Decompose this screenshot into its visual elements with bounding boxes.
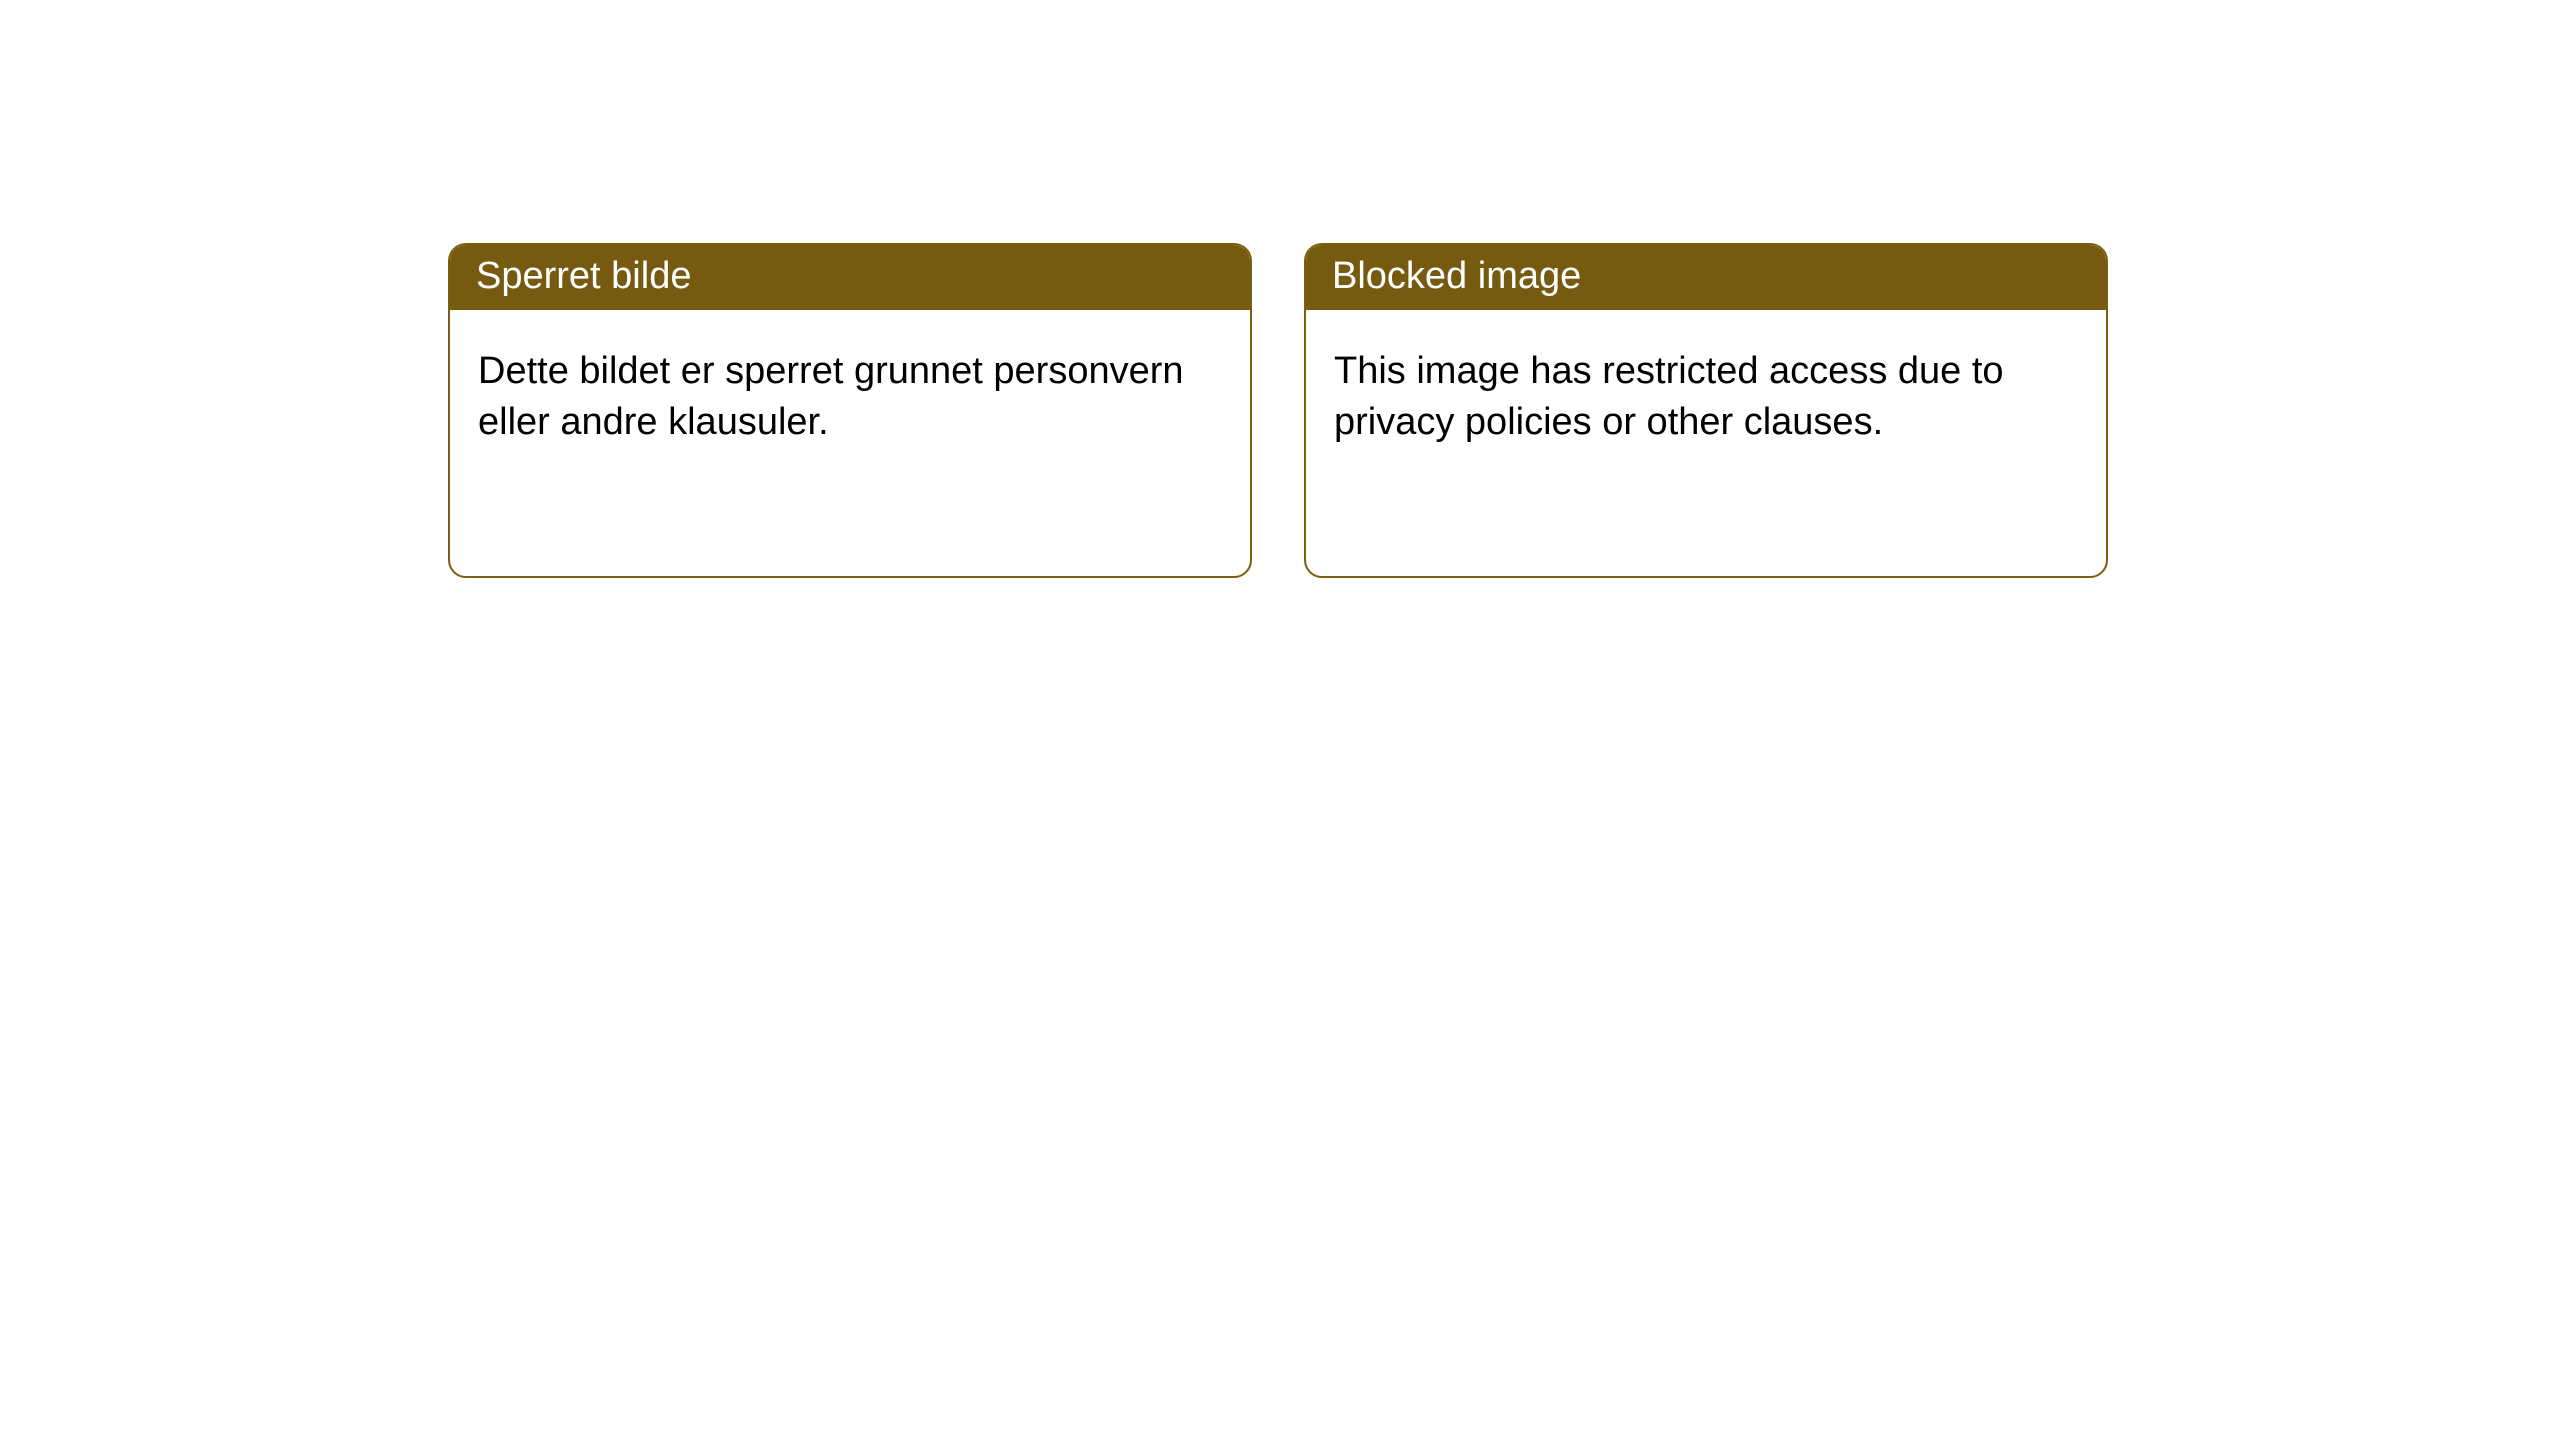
notice-body: Dette bildet er sperret grunnet personve… (450, 310, 1250, 485)
notice-card-english: Blocked image This image has restricted … (1304, 243, 2108, 578)
notice-card-norwegian: Sperret bilde Dette bildet er sperret gr… (448, 243, 1252, 578)
notice-container: Sperret bilde Dette bildet er sperret gr… (0, 0, 2560, 578)
notice-header: Sperret bilde (450, 245, 1250, 310)
notice-body: This image has restricted access due to … (1306, 310, 2106, 485)
notice-header: Blocked image (1306, 245, 2106, 310)
